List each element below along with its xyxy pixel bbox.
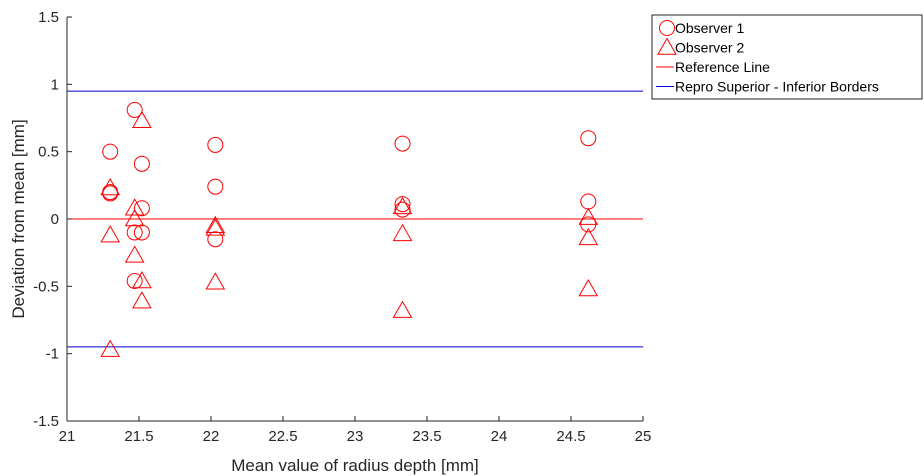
observer-2-point [124,208,145,227]
x-tick-label: 24.5 [556,428,585,445]
observer-1-point [207,231,224,248]
legend-label: Observer 2 [675,40,744,56]
observer-1-point [580,130,597,147]
x-axis-ticks: 21 21.5 22 22.5 23 23.5 24 24.5 25 [59,416,652,445]
observer-2-point [100,339,121,357]
observer-2-point [578,207,599,225]
observer-2-point [392,223,413,242]
observer-1-point [126,272,143,289]
x-tick-label: 23.5 [412,428,441,445]
observer-2-point [132,110,152,128]
y-tick-label: 1.5 [38,9,59,26]
x-tick-label: 25 [635,428,652,445]
observer-2-point [578,279,599,297]
observer-2-point [578,227,599,246]
y-axis-title: Deviation from mean [mm] [9,119,28,318]
observer-1-point [133,200,150,217]
plot-area: 21 21.5 22 22.5 23 23.5 24 24.5 25 -1.5 -1 -0.5 0 0.… [33,9,651,445]
observer-2-point [392,196,413,215]
legend: Observer 1 Observer 2 Reference Line Repro … [651,14,923,100]
observer-2-point [205,215,226,233]
x-tick-label: 24 [491,428,508,445]
legend-label: Repro Superior - Inferior Borders [675,79,879,95]
y-axis-ticks: -1.5 -1 -0.5 0 0.5 1 1.5 [33,9,72,430]
observer-1-point [102,143,119,160]
x-axis-title: Mean value of radius depth [mm] [231,456,479,475]
legend-box [651,14,923,100]
x-tick-label: 21.5 [124,428,153,445]
observer-1-point [207,178,224,195]
observer-1-point [102,184,119,201]
observer-2-point [124,198,145,216]
observer-2-point [124,245,145,263]
y-tick-label: 0.5 [38,144,59,161]
y-tick-label: -0.5 [33,278,59,295]
observer-2-point [205,218,226,236]
y-tick-label: 0 [51,211,59,228]
observer-2-point [132,270,152,289]
observer-1-point [133,155,150,172]
y-tick-label: 1 [51,76,59,93]
reference-lines [67,90,643,348]
x-tick-label: 21 [59,428,76,445]
legend-label: Observer 1 [675,20,744,36]
observer-2-point [392,300,413,318]
y-tick-label: -1 [46,346,59,363]
observer-1-point [394,196,411,213]
observer-2-point [205,272,226,290]
observer-2-point [100,225,121,243]
observer-1-point [580,193,597,210]
x-tick-label: 22 [203,428,220,445]
legend-circle-marker [659,20,675,36]
legend-label: Reference Line [675,59,770,75]
observer-2-point [132,291,152,309]
y-tick-label: -1.5 [33,413,59,430]
observer-1-point [126,224,143,241]
observer-1-point [126,101,143,118]
x-tick-label: 22.5 [268,428,297,445]
data-markers [100,101,599,357]
observer-1-point [394,201,411,218]
observer-1-point [394,135,411,152]
observer-1-point [207,136,224,153]
legend-triangle-marker [657,37,677,55]
observer-1-point [133,224,150,241]
observer-2-point [100,178,121,196]
x-tick-label: 23 [347,428,364,445]
